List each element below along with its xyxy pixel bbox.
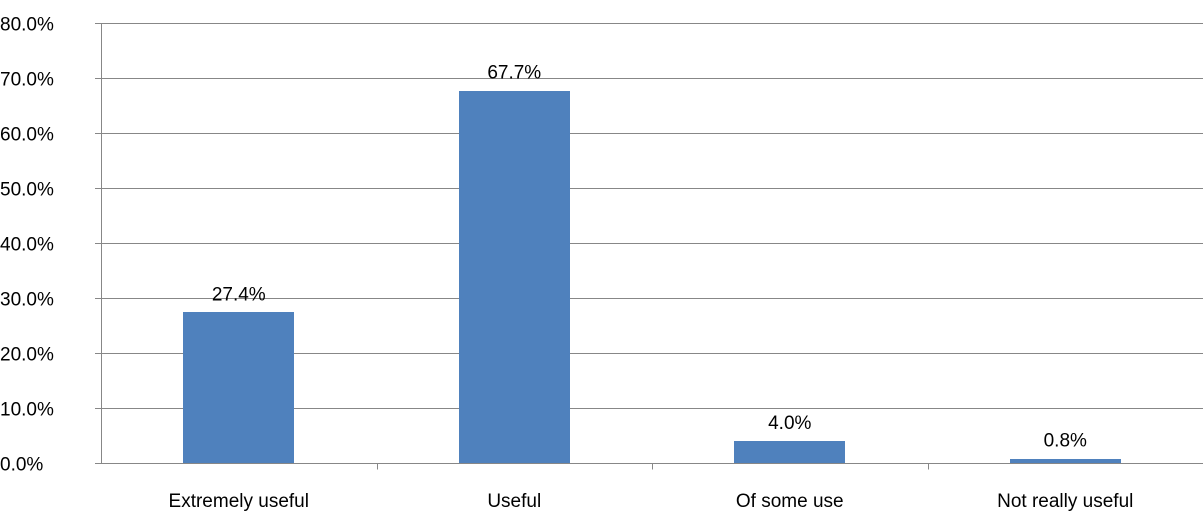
- bars: [183, 91, 1121, 463]
- x-tick-label: Not really useful: [997, 491, 1133, 512]
- x-tick-labels: Extremely useful Useful Of some use Not rea…: [169, 491, 1134, 512]
- data-label: 4.0%: [768, 413, 811, 434]
- bar: [1010, 459, 1121, 463]
- data-label: 67.7%: [487, 63, 541, 84]
- x-tick-label: Useful: [487, 491, 541, 512]
- axes: [95, 23, 1203, 470]
- data-label: 0.8%: [1044, 431, 1087, 452]
- data-label: 27.4%: [212, 284, 266, 305]
- bar: [183, 312, 294, 463]
- x-tick-label: Extremely useful: [169, 491, 309, 512]
- y-tick-label: 80.0%: [0, 15, 54, 36]
- y-tick-label: 50.0%: [0, 180, 54, 201]
- y-tick-label: 0.0%: [0, 455, 43, 476]
- y-tick-label: 40.0%: [0, 235, 54, 256]
- y-tick-label: 20.0%: [0, 345, 54, 366]
- y-tick-label: 60.0%: [0, 125, 54, 146]
- y-tick-label: 10.0%: [0, 400, 54, 421]
- data-labels: 27.4% 67.7% 4.0% 0.8%: [212, 63, 1087, 452]
- y-tick-label: 70.0%: [0, 70, 54, 91]
- x-tick-label: Of some use: [736, 491, 844, 512]
- y-tick-labels: 0.0% 10.0% 20.0% 30.0% 40.0% 50.0% 60.0% 70.0% 8…: [0, 15, 54, 476]
- bar: [459, 91, 570, 463]
- y-tick-label: 30.0%: [0, 290, 54, 311]
- bar: [734, 441, 845, 463]
